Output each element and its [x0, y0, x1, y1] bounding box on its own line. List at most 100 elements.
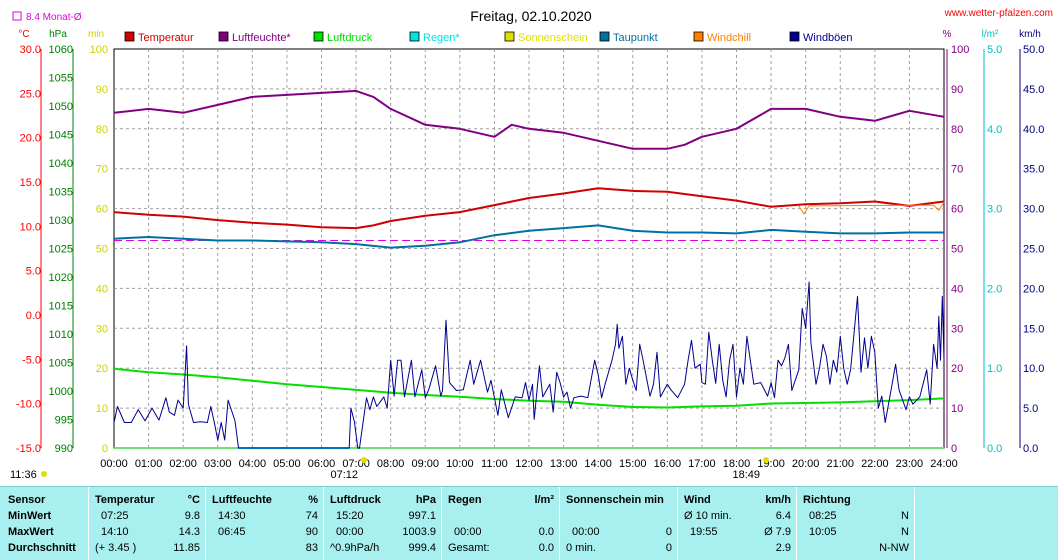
- axes: °C 30.0 25.0 20.0 15.0 10.0 5.0 0.0 -5.0 -10.0 -15…: [16, 29, 1045, 455]
- stats-wind-max-value: Ø 7.9: [764, 526, 791, 538]
- stats-col-pressure: Luftdruck hPa 15:20 997.1 00:00 1003.9 ^…: [323, 487, 442, 560]
- stats-row-avg: Durchschnitt: [8, 542, 76, 554]
- axis-tick-label: 80: [96, 124, 108, 136]
- axis-tick-label: 1000: [49, 386, 73, 398]
- stats-wind-avg10-value: 6.4: [775, 510, 791, 522]
- legend-swatch: [599, 31, 610, 42]
- x-tick-label: 03:00: [204, 458, 232, 470]
- axis-tick-label: 1040: [49, 158, 73, 170]
- x-tick-label: 01:00: [135, 458, 163, 470]
- axis-tick-label: 40: [951, 283, 963, 295]
- stats-wind-unit: km/h: [765, 494, 791, 506]
- stats-temp-min-time: 07:25: [101, 510, 129, 522]
- site-link[interactable]: www.wetter-pfalzen.com: [944, 8, 1053, 19]
- axis-tick-label: 100: [90, 44, 108, 56]
- axis-tick-label: 1015: [49, 301, 73, 313]
- stats-sun-total-label: 0 min.: [566, 542, 596, 554]
- axis-tick-label: 1055: [49, 73, 73, 85]
- x-tick-label: 16:00: [654, 458, 682, 470]
- stats-sun-max-time: 00:00: [572, 526, 600, 538]
- stats-hum-avg-value: 83: [305, 542, 318, 554]
- legend-entry: Luftfeuchte*: [232, 32, 291, 44]
- x-tick-label: 09:00: [411, 458, 439, 470]
- stats-col-humidity: Luftfeuchte % 14:30 74 06:45 90 83: [205, 487, 324, 560]
- axis-tick-label: 5.0: [26, 266, 41, 278]
- axis-tick-label: 5.0: [1023, 403, 1038, 415]
- now-sun-icon: [41, 471, 47, 477]
- axis-unit-label: hPa: [49, 29, 67, 40]
- stats-rain-max-time: 00:00: [454, 526, 482, 538]
- chart-title: Freitag, 02.10.2020: [470, 8, 592, 24]
- series-group: [113, 89, 945, 449]
- axis-tick-label: 1045: [49, 130, 73, 142]
- axis-tick-label: -5.0: [22, 354, 41, 366]
- axis-tick-label: 1035: [49, 187, 73, 199]
- stats-temp-unit: °C: [187, 494, 200, 506]
- stats-col-sensor: Sensor MinWert MaxWert Durchschnitt: [0, 487, 88, 560]
- x-tick-label: 13:00: [550, 458, 578, 470]
- axis-tick-label: 2.0: [987, 283, 1002, 295]
- stats-rain-total-value: 0.0: [538, 542, 554, 554]
- legend: Temperatur Luftfeuchte* Luftdruck Regen* Son…: [124, 31, 853, 44]
- stats-wind-header: Wind: [684, 494, 711, 506]
- x-tick-label: 06:00: [308, 458, 336, 470]
- axis-tick-label: 3.0: [987, 204, 1002, 216]
- axis-unit-label: min: [88, 29, 104, 40]
- now-time: 11:36: [10, 469, 37, 481]
- axis-tick-label: 20.0: [1023, 283, 1044, 295]
- stats-col-rain: Regen l/m² 00:00 0.0 Gesamt: 0.0: [441, 487, 560, 560]
- axis-tick-label: 50.0: [1023, 44, 1044, 56]
- axis-tick-label: 1025: [49, 244, 73, 256]
- stats-rain-header: Regen: [448, 494, 482, 506]
- x-tick-label: 02:00: [169, 458, 197, 470]
- stats-dir-min-value: N: [901, 510, 909, 522]
- axis-tick-label: 20: [951, 363, 963, 375]
- stats-temp-avg-delta: (+ 3.45 ): [95, 542, 137, 554]
- legend-swatch: [504, 31, 515, 42]
- axis-tick-label: 70: [96, 164, 108, 176]
- axis-tick-label: 1010: [49, 329, 73, 341]
- stats-col-temperature: Temperatur °C 07:25 9.8 14:10 14.3 (+ 3.…: [88, 487, 206, 560]
- axis-unit-label: l/m²: [982, 29, 999, 40]
- stats-temp-max-value: 14.3: [178, 526, 200, 538]
- series-temperature: [113, 187, 945, 230]
- axis-tick-label: 1060: [49, 44, 73, 56]
- stats-hum-max-time: 06:45: [218, 526, 246, 538]
- axis-tick-label: 10.0: [1023, 363, 1044, 375]
- axis-tick-label: 25.0: [20, 88, 41, 100]
- series-dewpoint: [113, 224, 944, 249]
- legend-entry: Sonnenschein: [518, 32, 588, 44]
- axis-tick-label: 40.0: [1023, 124, 1044, 136]
- axis-tick-label: 1.0: [987, 363, 1002, 375]
- x-tick-label: 10:00: [446, 458, 474, 470]
- x-tick-label: 04:00: [239, 458, 267, 470]
- stats-hum-unit: %: [308, 494, 318, 506]
- axis-tick-label: 1020: [49, 272, 73, 284]
- stats-temp-header: Temperatur: [95, 494, 155, 506]
- axis-tick-label: 20.0: [20, 133, 41, 145]
- axis-tick-label: 10: [96, 403, 108, 415]
- axis-tick-label: 30: [951, 323, 963, 335]
- stats-hum-min-value: 74: [305, 510, 318, 522]
- axis-tick-label: 15.0: [20, 177, 41, 189]
- axis-tick-label: 1030: [49, 215, 73, 227]
- stats-wind-avg10-label: Ø 10 min.: [684, 510, 732, 522]
- sunset-time: 18:49: [732, 469, 760, 481]
- stats-press-header: Luftdruck: [330, 494, 381, 506]
- axis-tick-label: 20: [96, 363, 108, 375]
- axis-tick-label: 30: [96, 323, 108, 335]
- legend-entry: Windchill: [707, 32, 751, 44]
- axis-tick-label: 30.0: [1023, 204, 1044, 216]
- axis-tick-label: 45.0: [1023, 84, 1044, 96]
- x-tick-label: 20:00: [792, 458, 820, 470]
- stats-col-sunshine: Sonnenschein min 00:00 0 0 min. 0: [559, 487, 678, 560]
- legend-swatch: [218, 31, 229, 42]
- stats-dir-max-time: 10:05: [809, 526, 837, 538]
- axis-tick-label: 995: [55, 415, 73, 427]
- stats-temp-max-time: 14:10: [101, 526, 129, 538]
- stats-table: Sensor MinWert MaxWert Durchschnitt Temp…: [0, 486, 1058, 560]
- axis-tick-label: 70: [951, 164, 963, 176]
- legend-entry: Taupunkt: [613, 32, 658, 44]
- axis-tick-label: -15.0: [16, 443, 41, 455]
- axis-tick-label: 90: [96, 84, 108, 96]
